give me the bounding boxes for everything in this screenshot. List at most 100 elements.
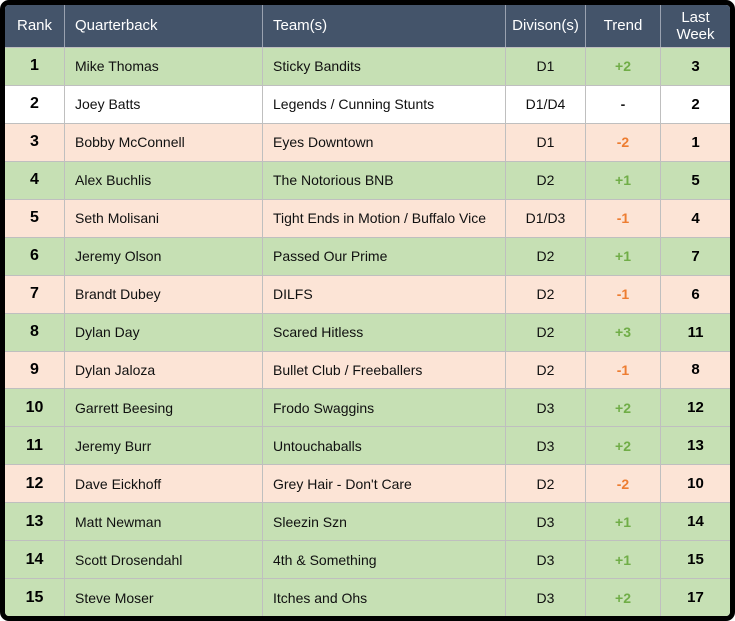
divisions-cell: D1/D4 — [505, 85, 585, 123]
quarterback-cell: Dave Eickhoff — [64, 465, 262, 503]
last-week-cell: 15 — [660, 541, 730, 579]
table-row: 7 Brandt Dubey DILFS D2 -1 6 — [5, 274, 730, 313]
quarterback-cell: Dylan Day — [64, 313, 262, 351]
last-week-cell: 13 — [660, 427, 730, 465]
column-header-rank: Rank — [16, 17, 53, 35]
trend-cell: -1 — [585, 275, 660, 313]
divisions-cell: D1 — [505, 48, 585, 85]
rank-cell: 5 — [30, 209, 39, 227]
column-header-quarterback: Quarterback — [64, 5, 262, 47]
teams-cell: Tight Ends in Motion / Buffalo Vice — [262, 199, 505, 237]
trend-cell: +2 — [585, 427, 660, 465]
rank-cell: 3 — [30, 133, 39, 151]
teams-cell: The Notorious BNB — [262, 161, 505, 199]
quarterback-cell: Steve Moser — [64, 579, 262, 616]
rank-cell: 14 — [25, 550, 44, 568]
rank-cell: 1 — [30, 57, 39, 75]
quarterback-cell: Jeremy Burr — [64, 427, 262, 465]
rank-cell: 15 — [25, 588, 44, 606]
quarterback-cell: Dylan Jaloza — [64, 351, 262, 389]
trend-cell: +2 — [585, 389, 660, 427]
last-week-cell: 1 — [660, 123, 730, 161]
table-row: 9 Dylan Jaloza Bullet Club / Freeballers… — [5, 350, 730, 389]
table-row: 3 Bobby McConnell Eyes Downtown D1 -2 1 — [5, 122, 730, 161]
rank-cell: 7 — [30, 285, 39, 303]
table-row: 2 Joey Batts Legends / Cunning Stunts D1… — [5, 84, 730, 123]
last-week-cell: 6 — [660, 275, 730, 313]
table-header-row: Rank Quarterback Team(s) Divison(s) Tren… — [5, 5, 730, 48]
trend-cell: +1 — [585, 503, 660, 541]
rank-cell: 2 — [30, 95, 39, 113]
divisions-cell: D3 — [505, 541, 585, 579]
rank-cell: 13 — [25, 512, 44, 530]
quarterback-cell: Brandt Dubey — [64, 275, 262, 313]
teams-cell: Sleezin Szn — [262, 503, 505, 541]
table-row: 15 Steve Moser Itches and Ohs D3 +2 17 — [5, 578, 730, 616]
divisions-cell: D3 — [505, 389, 585, 427]
quarterback-cell: Garrett Beesing — [64, 389, 262, 427]
rank-cell: 4 — [30, 171, 39, 189]
rank-cell: 12 — [25, 474, 44, 492]
quarterback-cell: Alex Buchlis — [64, 161, 262, 199]
last-week-cell: 5 — [660, 161, 730, 199]
last-week-cell: 10 — [660, 465, 730, 503]
last-week-cell: 12 — [660, 389, 730, 427]
teams-cell: Legends / Cunning Stunts — [262, 85, 505, 123]
teams-cell: Eyes Downtown — [262, 123, 505, 161]
divisions-cell: D2 — [505, 351, 585, 389]
last-week-cell: 8 — [660, 351, 730, 389]
table-row: 10 Garrett Beesing Frodo Swaggins D3 +2 … — [5, 388, 730, 427]
trend-cell: - — [585, 85, 660, 123]
quarterback-cell: Jeremy Olson — [64, 237, 262, 275]
table-row: 1 Mike Thomas Sticky Bandits D1 +2 3 — [5, 48, 730, 85]
table-row: 11 Jeremy Burr Untouchaballs D3 +2 13 — [5, 426, 730, 465]
quarterback-cell: Matt Newman — [64, 503, 262, 541]
teams-cell: Passed Our Prime — [262, 237, 505, 275]
column-header-trend: Trend — [585, 5, 660, 47]
quarterback-cell: Seth Molisani — [64, 199, 262, 237]
last-week-cell: 14 — [660, 503, 730, 541]
table-row: 5 Seth Molisani Tight Ends in Motion / B… — [5, 198, 730, 237]
trend-cell: +2 — [585, 579, 660, 616]
rank-cell: 11 — [26, 436, 43, 454]
trend-cell: -2 — [585, 123, 660, 161]
trend-cell: +1 — [585, 237, 660, 275]
divisions-cell: D1/D3 — [505, 199, 585, 237]
teams-cell: Grey Hair - Don't Care — [262, 465, 505, 503]
divisions-cell: D3 — [505, 579, 585, 616]
teams-cell: Sticky Bandits — [262, 48, 505, 85]
last-week-cell: 3 — [660, 48, 730, 85]
divisions-cell: D2 — [505, 275, 585, 313]
rank-cell: 9 — [30, 360, 39, 378]
column-header-teams: Team(s) — [262, 5, 505, 47]
teams-cell: Untouchaballs — [262, 427, 505, 465]
table-row: 14 Scott Drosendahl 4th & Something D3 +… — [5, 540, 730, 579]
divisions-cell: D2 — [505, 313, 585, 351]
quarterback-cell: Joey Batts — [64, 85, 262, 123]
teams-cell: Bullet Club / Freeballers — [262, 351, 505, 389]
last-week-cell: 11 — [660, 313, 730, 351]
column-header-divisions: Divison(s) — [505, 5, 585, 47]
table-row: 12 Dave Eickhoff Grey Hair - Don't Care … — [5, 464, 730, 503]
trend-cell: -1 — [585, 351, 660, 389]
last-week-cell: 2 — [660, 85, 730, 123]
trend-cell: -1 — [585, 199, 660, 237]
table-row: 13 Matt Newman Sleezin Szn D3 +1 14 — [5, 502, 730, 541]
last-week-cell: 4 — [660, 199, 730, 237]
teams-cell: DILFS — [262, 275, 505, 313]
divisions-cell: D1 — [505, 123, 585, 161]
column-header-last-week: Last Week — [660, 5, 730, 47]
trend-cell: +1 — [585, 541, 660, 579]
teams-cell: Frodo Swaggins — [262, 389, 505, 427]
last-week-cell: 7 — [660, 237, 730, 275]
last-week-cell: 17 — [660, 579, 730, 616]
quarterback-cell: Scott Drosendahl — [64, 541, 262, 579]
trend-cell: +1 — [585, 161, 660, 199]
rank-cell: 8 — [30, 323, 39, 341]
trend-cell: -2 — [585, 465, 660, 503]
rank-cell: 10 — [25, 398, 44, 416]
trend-cell: +2 — [585, 48, 660, 85]
teams-cell: 4th & Something — [262, 541, 505, 579]
divisions-cell: D2 — [505, 465, 585, 503]
